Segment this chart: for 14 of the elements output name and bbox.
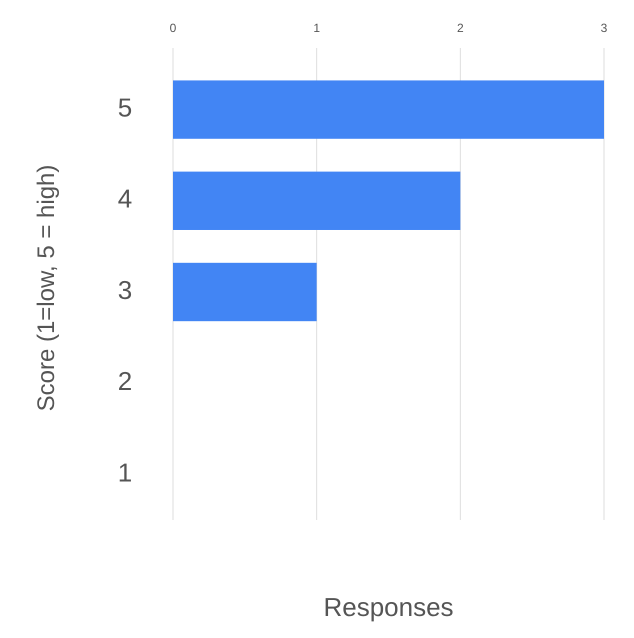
bar — [173, 262, 317, 322]
x-tick-label: 2 — [456, 21, 464, 35]
bar — [173, 80, 604, 139]
y-axis-title: Score (1=low, 5 = high) — [33, 164, 60, 412]
y-tick-label: 4 — [118, 184, 132, 214]
y-tick-label: 5 — [118, 92, 132, 122]
y-tick-label: 1 — [118, 457, 132, 488]
x-tick-label: 0 — [170, 21, 177, 35]
x-tick-label: 3 — [600, 21, 608, 35]
y-tick-label: 3 — [118, 274, 132, 305]
y-tick-label: 2 — [118, 366, 132, 396]
bar — [173, 172, 460, 230]
x-tick-label: 1 — [313, 21, 320, 35]
x-axis-title: Responses — [323, 592, 454, 622]
